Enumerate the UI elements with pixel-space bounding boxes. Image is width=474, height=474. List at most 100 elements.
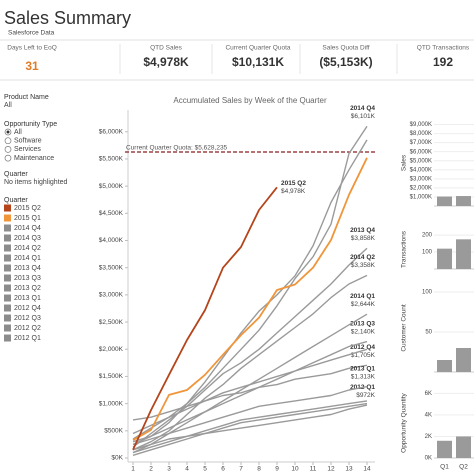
series-end-name: 2014 Q2 (350, 254, 375, 261)
legend-swatch[interactable] (4, 334, 11, 342)
legend-label[interactable]: 2014 Q4 (14, 225, 41, 232)
x-tick-label: 14 (363, 466, 371, 473)
legend-swatch[interactable] (4, 304, 11, 312)
legend-title: Quarter (4, 197, 28, 204)
legend-swatch[interactable] (4, 254, 11, 262)
series-line (132, 157, 368, 441)
y-tick-label: $5,500K (99, 156, 124, 163)
legend-label[interactable]: 2014 Q3 (14, 235, 41, 242)
panel-tick-label: $4,000K (410, 167, 432, 173)
radio-button[interactable] (4, 154, 12, 162)
y-tick-label: $4,000K (99, 237, 124, 244)
x-tick-label: 13 (345, 466, 353, 473)
series-end-value: $2,644K (351, 301, 376, 308)
series-end-value: $3,858K (351, 235, 376, 242)
series-end-name: 2013 Q3 (350, 320, 375, 327)
series-line (132, 139, 368, 446)
radio-label[interactable]: Services (14, 146, 41, 153)
legend-label[interactable]: 2014 Q1 (14, 255, 41, 262)
legend-label[interactable]: 2012 Q3 (14, 315, 41, 322)
series-end-value: $1,313K (351, 373, 376, 380)
dashboard-subtitle: Salesforce Data (8, 30, 55, 37)
legend-label[interactable]: 2012 Q4 (14, 305, 41, 312)
series-end-name: 2012 Q4 (350, 344, 375, 351)
panel-tick-label: $6,000K (410, 149, 432, 155)
y-tick-label: $6,000K (99, 128, 124, 135)
filter-value[interactable]: All (4, 102, 12, 109)
panel-tick-label: 0K (425, 456, 432, 462)
series-line (132, 400, 368, 454)
series-end-name: 2015 Q2 (281, 180, 306, 187)
panel-tick-label: 50 (425, 330, 432, 336)
x-tick-label: 6 (221, 466, 225, 473)
radio-label[interactable]: Maintenance (14, 155, 54, 162)
panel-tick-label: 200 (422, 233, 433, 239)
legend-swatch[interactable] (4, 314, 11, 322)
y-tick-label: $2,000K (99, 346, 124, 353)
legend-label[interactable]: 2015 Q2 (14, 205, 41, 212)
panel-bar (437, 248, 452, 269)
legend-label[interactable]: 2015 Q1 (14, 215, 41, 222)
x-tick-label: 8 (257, 466, 261, 473)
legend-swatch[interactable] (4, 294, 11, 302)
legend-swatch[interactable] (4, 324, 11, 332)
panel-tick-label: 6K (425, 391, 432, 397)
radio-label[interactable]: Software (14, 138, 42, 145)
legend-swatch[interactable] (4, 224, 11, 232)
panel-tick-label: $7,000K (410, 140, 432, 146)
panel-tick-label: 100 (422, 250, 433, 256)
legend-label[interactable]: 2012 Q2 (14, 325, 41, 332)
series-line (132, 364, 368, 421)
y-tick-label: $3,500K (99, 264, 124, 271)
filter-value[interactable]: No items highlighted (4, 179, 68, 186)
y-tick-label: $500K (104, 428, 123, 435)
kpi-value: $4,978K (143, 55, 189, 69)
kpi-value: ($5,153K) (319, 55, 372, 69)
legend-swatch[interactable] (4, 264, 11, 272)
legend-label[interactable]: 2013 Q4 (14, 265, 41, 272)
kpi-label: QTD Sales (150, 45, 183, 52)
y-tick-label: $3,000K (99, 292, 124, 299)
panel-tick-label: $8,000K (410, 131, 432, 137)
series-end-name: 2014 Q4 (350, 105, 375, 112)
kpi-label: Sales Quota Diff (322, 45, 369, 52)
legend-swatch[interactable] (4, 234, 11, 242)
quota-annotation: Current Quarter Quota: $5,628,235 (126, 145, 228, 152)
kpi-label: Days Left to EoQ (7, 45, 57, 52)
legend-label[interactable]: 2013 Q2 (14, 285, 41, 292)
kpi-value: 31 (25, 59, 39, 73)
panel-tick-label: $3,000K (410, 176, 432, 182)
kpi-value: 192 (433, 55, 453, 69)
filter-label: Quarter (4, 171, 28, 178)
legend-swatch[interactable] (4, 214, 11, 222)
legend-swatch[interactable] (4, 244, 11, 252)
panel-tick-label: 2K (425, 434, 432, 440)
panel-bar (456, 196, 471, 206)
radio-dot (6, 130, 10, 134)
series-line (132, 313, 368, 454)
legend-label[interactable]: 2014 Q2 (14, 245, 41, 252)
x-tick-label: 12 (327, 466, 335, 473)
kpi-label: QTD Transactions (417, 45, 470, 52)
legend-label[interactable]: 2012 Q1 (14, 335, 41, 342)
x-tick-label: 2 (149, 466, 153, 473)
x-tick-label: 7 (239, 466, 243, 473)
radio-button[interactable] (4, 137, 12, 145)
panel-title: Sales (401, 154, 408, 171)
radio-label[interactable]: All (14, 129, 22, 136)
legend-label[interactable]: 2013 Q3 (14, 275, 41, 282)
y-tick-label: $0K (111, 455, 123, 462)
series-end-name: 2013 Q4 (350, 227, 375, 234)
legend-swatch[interactable] (4, 284, 11, 292)
series-end-value: $6,101K (351, 113, 376, 120)
legend-swatch[interactable] (4, 204, 11, 212)
x-tick-label: 11 (310, 466, 317, 473)
legend-swatch[interactable] (4, 274, 11, 282)
series-line (132, 402, 368, 456)
x-tick-label: 3 (167, 466, 171, 473)
radio-button[interactable] (4, 146, 12, 153)
panel-tick-label: 100 (422, 290, 433, 296)
legend-label[interactable]: 2013 Q1 (14, 295, 41, 302)
series-line (132, 125, 368, 440)
